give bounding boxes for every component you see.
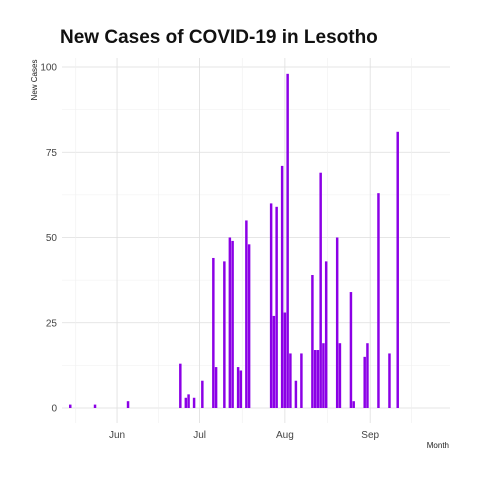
bar (366, 343, 369, 408)
x-tick-label: Sep (361, 430, 379, 441)
bar (289, 353, 292, 408)
bar (324, 261, 328, 408)
bar (272, 315, 276, 408)
bar (286, 73, 289, 408)
bar (300, 353, 303, 408)
bar (294, 380, 298, 408)
bar (69, 404, 72, 408)
bar (212, 257, 215, 408)
bar (280, 165, 284, 408)
bar (363, 356, 366, 408)
bar (245, 220, 248, 408)
bar (228, 237, 232, 408)
bar (184, 397, 188, 408)
bar (236, 367, 240, 408)
bar (283, 312, 287, 408)
x-tick-label: Aug (276, 430, 294, 441)
bar (319, 172, 322, 408)
y-tick-label: 0 (51, 404, 57, 415)
gridlines (62, 58, 450, 423)
bar (313, 350, 317, 408)
x-axis-title: Month (427, 441, 449, 450)
bar (179, 363, 182, 408)
bar (223, 261, 226, 408)
bar-series (69, 73, 399, 409)
y-axis-title: New Cases (30, 60, 39, 101)
x-tick-label: Jun (109, 430, 125, 441)
y-axis-ticks: 0 25 50 75 100 (40, 63, 57, 415)
y-tick-label: 100 (40, 63, 57, 74)
bar (214, 367, 218, 408)
bar (316, 350, 320, 408)
bar (93, 404, 97, 408)
bar (396, 131, 399, 409)
bar (231, 240, 234, 408)
bar (275, 206, 278, 408)
bar (239, 370, 243, 408)
bar (352, 401, 355, 408)
y-tick-label: 25 (46, 318, 58, 329)
bar (201, 380, 204, 408)
bar (322, 343, 325, 408)
bar (388, 353, 391, 408)
bar (311, 275, 314, 408)
y-tick-label: 75 (46, 148, 58, 159)
bar (335, 237, 339, 408)
y-tick-label: 50 (46, 233, 58, 244)
bar (349, 292, 353, 408)
bar (187, 394, 190, 408)
x-axis-ticks: Jun Jul Aug Sep (109, 430, 380, 441)
bar (192, 397, 196, 408)
bar (126, 401, 130, 408)
bar (377, 193, 380, 408)
bar (247, 244, 251, 408)
bar (269, 203, 273, 408)
chart-title: New Cases of COVID-19 in Lesotho (60, 27, 378, 48)
bar (338, 343, 342, 408)
x-tick-label: Jul (193, 430, 206, 441)
